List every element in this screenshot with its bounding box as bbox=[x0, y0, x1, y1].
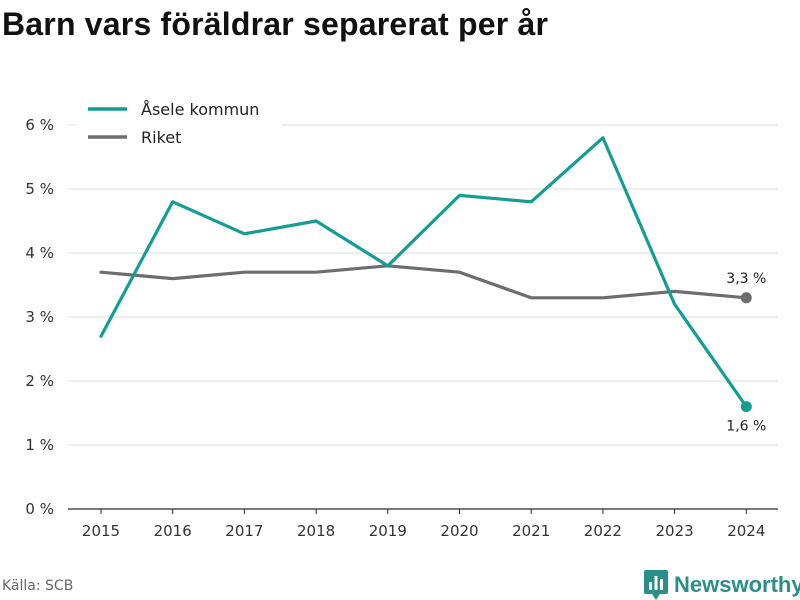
end-value-label: 1,6 % bbox=[726, 419, 766, 435]
data-point bbox=[740, 292, 752, 304]
x-tick-label: 2018 bbox=[297, 522, 335, 540]
bar-chart-logo-icon bbox=[644, 570, 668, 600]
series-line-asele-kommun bbox=[99, 136, 748, 409]
x-tick-label: 2020 bbox=[440, 522, 478, 540]
x-tick-label: 2019 bbox=[369, 522, 407, 540]
x-tick-label: 2015 bbox=[82, 522, 120, 540]
x-tick-label: 2016 bbox=[154, 522, 192, 540]
x-axis-ticks: 2015 2016 2017 2018 2019 2020 2021 2022 2023 2024 bbox=[82, 509, 765, 540]
legend-entry: Riket bbox=[141, 128, 181, 147]
legend-background bbox=[76, 96, 282, 154]
end-value-label: 3,3 % bbox=[726, 271, 766, 287]
y-axis-ticks: 0 % 1 % 2 % 3 % 4 % 5 % 6 % bbox=[25, 116, 54, 518]
y-tick-label: 6 % bbox=[25, 116, 54, 134]
grid-lines bbox=[68, 124, 778, 510]
x-tick-label: 2022 bbox=[584, 522, 622, 540]
y-tick-label: 2 % bbox=[25, 372, 54, 390]
data-point bbox=[740, 401, 752, 413]
brand-name: Newsworthy bbox=[674, 572, 800, 597]
y-tick-label: 1 % bbox=[25, 436, 54, 454]
x-tick-label: 2023 bbox=[656, 522, 694, 540]
series-line-riket bbox=[99, 264, 748, 300]
x-tick-label: 2024 bbox=[727, 522, 765, 540]
legend-entry: Åsele kommun bbox=[141, 100, 259, 119]
chart-title: Barn vars föräldrar separerat per år bbox=[2, 6, 549, 42]
y-tick-label: 5 % bbox=[25, 180, 54, 198]
x-tick-label: 2021 bbox=[512, 522, 550, 540]
y-tick-label: 3 % bbox=[25, 308, 54, 326]
brand: Newsworthy bbox=[644, 570, 800, 600]
y-tick-label: 0 % bbox=[25, 500, 54, 518]
y-tick-label: 4 % bbox=[25, 244, 54, 262]
x-tick-label: 2017 bbox=[225, 522, 263, 540]
series-lines: 3,3 % 1,6 % bbox=[99, 136, 766, 435]
legend: Åsele kommun Riket bbox=[76, 96, 282, 154]
source-note: Källa: SCB bbox=[2, 578, 74, 594]
